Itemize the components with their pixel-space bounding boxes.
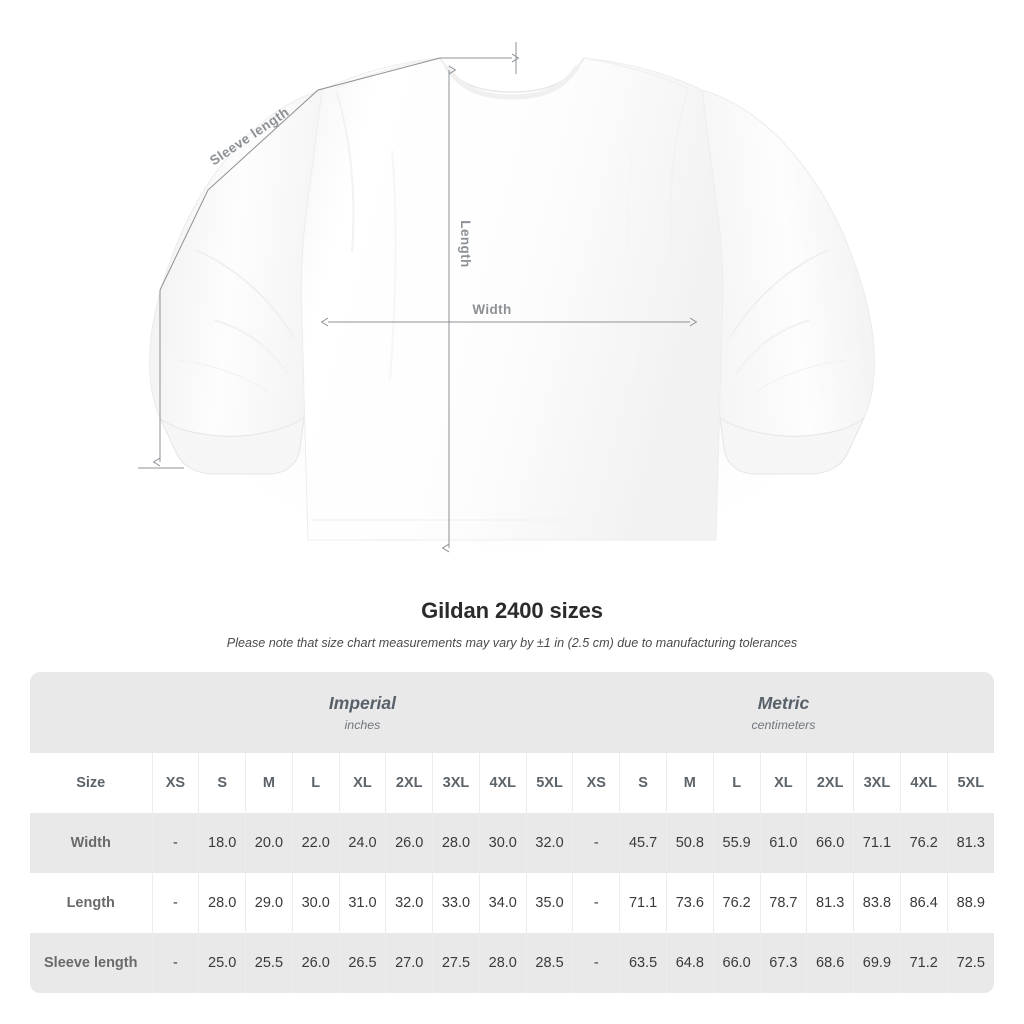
- size-header-cell-3xl: 3XL: [853, 753, 901, 813]
- size-header-cell-2xl: 2XL: [806, 753, 854, 813]
- size-header-row: Size XS S M L XL 2XL 3XL 4XL 5XL XS S M L XL 2XL 3XL 4XL 5…: [30, 753, 994, 813]
- size-header-cell-l: L: [291, 753, 340, 813]
- cell-metric-m: 64.8: [665, 933, 714, 993]
- cell-imperial-xs: -: [151, 873, 199, 933]
- cell-imperial-2xl: 32.0: [385, 873, 433, 933]
- unit-group-name: Imperial: [328, 693, 397, 714]
- cell-imperial-4xl: 34.0: [478, 873, 527, 933]
- tolerance-note: Please note that size chart measurements…: [226, 636, 798, 650]
- unit-group-metric: Metric centimeters: [572, 672, 994, 753]
- cell-imperial-2xl: 26.0: [385, 813, 433, 873]
- cell-imperial-3xl: 27.5: [432, 933, 480, 993]
- cell-imperial-4xl: 30.0: [478, 813, 527, 873]
- size-header-cell-xs: XS: [572, 753, 620, 813]
- cell-imperial-s: 28.0: [198, 873, 246, 933]
- unit-group-name: Metric: [757, 693, 810, 714]
- unit-group-imperial: Imperial inches: [152, 672, 573, 753]
- size-header-cell-xl: XL: [338, 753, 386, 813]
- cell-metric-l: 76.2: [712, 873, 760, 933]
- cell-imperial-m: 29.0: [245, 873, 293, 933]
- size-chart-table: Imperial inches Metric centimeters Size XS S M L…: [30, 672, 994, 993]
- cell-imperial-m: 20.0: [245, 813, 293, 873]
- table-row: Width -18.0 20.0 22.0 24.0 26.0 28.0 30.0 32.0-4…: [30, 813, 994, 873]
- cell-metric-s: 71.1: [619, 873, 667, 933]
- cell-imperial-xs: -: [151, 813, 199, 873]
- row-label-sleeve-length: Sleeve length: [30, 933, 152, 993]
- cell-imperial-4xl: 28.0: [478, 933, 527, 993]
- cell-imperial-xl: 24.0: [338, 813, 386, 873]
- cell-metric-xs: -: [572, 813, 620, 873]
- cell-imperial-5xl: 35.0: [525, 873, 573, 933]
- cell-metric-m: 73.6: [665, 873, 714, 933]
- cell-metric-xl: 78.7: [759, 873, 807, 933]
- row-label-width: Width: [30, 813, 152, 873]
- cell-imperial-5xl: 28.5: [525, 933, 573, 993]
- cell-metric-m: 50.8: [665, 813, 714, 873]
- cell-metric-5xl: 72.5: [946, 933, 994, 993]
- garment-body: [300, 57, 724, 541]
- page-title: Gildan 2400 sizes: [421, 598, 603, 623]
- size-chart-table-container: Imperial inches Metric centimeters Size XS S M L…: [30, 672, 994, 993]
- size-header-cell-m: M: [245, 753, 293, 813]
- size-header-cell-xs: XS: [151, 753, 199, 813]
- cell-imperial-3xl: 28.0: [432, 813, 480, 873]
- table-row: Sleeve length -25.0 25.5 26.0 26.5 27.0 27.5 28…: [30, 933, 994, 993]
- length-dimension: Length: [441, 65, 473, 553]
- cell-imperial-l: 26.0: [291, 933, 340, 993]
- cell-imperial-m: 25.5: [245, 933, 293, 993]
- unit-row-corner: [30, 672, 152, 753]
- size-header-label: Size: [30, 753, 152, 813]
- cell-imperial-2xl: 27.0: [385, 933, 433, 993]
- cell-metric-l: 55.9: [712, 813, 760, 873]
- cell-imperial-xl: 31.0: [338, 873, 386, 933]
- cell-metric-s: 63.5: [619, 933, 667, 993]
- size-header-cell-m: M: [665, 753, 714, 813]
- cell-metric-5xl: 81.3: [946, 813, 994, 873]
- cell-metric-5xl: 88.9: [946, 873, 994, 933]
- title-block: Gildan 2400 sizes Please note that size …: [0, 598, 1024, 650]
- cell-metric-4xl: 76.2: [899, 813, 948, 873]
- cell-metric-l: 66.0: [712, 933, 760, 993]
- size-header-cell-5xl: 5XL: [525, 753, 573, 813]
- cell-imperial-3xl: 33.0: [432, 873, 480, 933]
- cell-metric-3xl: 69.9: [853, 933, 901, 993]
- size-header-cell-4xl: 4XL: [478, 753, 527, 813]
- cell-imperial-l: 30.0: [291, 873, 340, 933]
- cell-imperial-l: 22.0: [291, 813, 340, 873]
- cell-imperial-xl: 26.5: [338, 933, 386, 993]
- cell-metric-xl: 67.3: [759, 933, 807, 993]
- garment-diagram: Sleeve length Length Width: [138, 42, 882, 570]
- size-header-cell-3xl: 3XL: [432, 753, 480, 813]
- size-header-cell-4xl: 4XL: [899, 753, 948, 813]
- unit-group-row: Imperial inches Metric centimeters: [30, 672, 994, 753]
- cell-imperial-s: 25.0: [198, 933, 246, 993]
- size-header-cell-s: S: [198, 753, 246, 813]
- cell-metric-2xl: 81.3: [806, 873, 854, 933]
- row-label-length: Length: [30, 873, 152, 933]
- cell-metric-4xl: 86.4: [899, 873, 948, 933]
- width-dimension: Width: [320, 302, 698, 327]
- width-label: Width: [472, 302, 511, 317]
- size-header-cell-5xl: 5XL: [946, 753, 994, 813]
- cell-metric-s: 45.7: [619, 813, 667, 873]
- size-header-cell-2xl: 2XL: [385, 753, 433, 813]
- cell-metric-xl: 61.0: [759, 813, 807, 873]
- table-row: Length -28.0 29.0 30.0 31.0 32.0 33.0 34.0 35.0-…: [30, 873, 994, 933]
- cell-imperial-xs: -: [151, 933, 199, 993]
- cell-metric-2xl: 68.6: [806, 933, 854, 993]
- length-label: Length: [458, 220, 473, 267]
- cell-metric-3xl: 83.8: [853, 873, 901, 933]
- unit-group-subtitle: centimeters: [751, 717, 816, 732]
- cell-metric-xs: -: [572, 933, 620, 993]
- cell-metric-xs: -: [572, 873, 620, 933]
- size-header-cell-l: L: [712, 753, 760, 813]
- size-header-cell-xl: XL: [759, 753, 807, 813]
- cell-imperial-s: 18.0: [198, 813, 246, 873]
- cell-imperial-5xl: 32.0: [525, 813, 573, 873]
- cell-metric-2xl: 66.0: [806, 813, 854, 873]
- cell-metric-3xl: 71.1: [853, 813, 901, 873]
- unit-group-subtitle: inches: [344, 717, 381, 732]
- cell-metric-4xl: 71.2: [899, 933, 948, 993]
- size-header-cell-s: S: [619, 753, 667, 813]
